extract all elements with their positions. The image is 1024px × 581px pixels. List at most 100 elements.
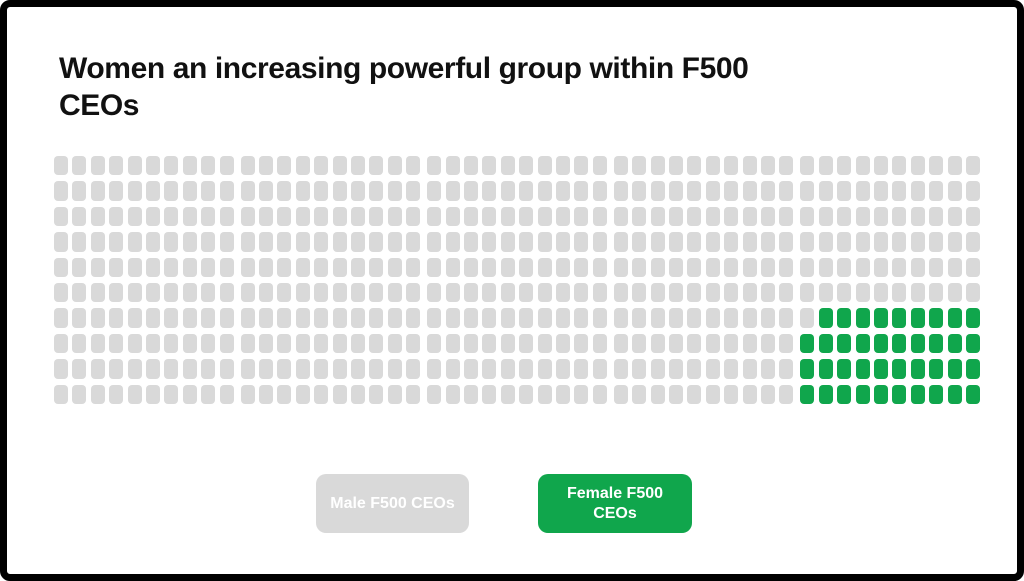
waffle-cell-male — [613, 206, 628, 227]
waffle-cell-male — [314, 257, 329, 277]
waffle-cell-male — [109, 206, 124, 227]
waffle-cell-male — [406, 333, 421, 354]
waffle-cell-group — [613, 181, 794, 201]
waffle-cell-male — [705, 181, 720, 201]
waffle-row — [54, 156, 980, 176]
waffle-cell-female — [837, 333, 852, 354]
waffle-cell-male — [742, 232, 757, 252]
waffle-cell-male — [592, 384, 607, 404]
waffle-cell-male — [145, 156, 160, 176]
waffle-cell-male — [650, 333, 665, 354]
waffle-row — [54, 359, 980, 379]
waffle-cell-group — [54, 308, 234, 328]
waffle-cell-male — [219, 308, 234, 328]
waffle-cell-male — [482, 156, 497, 176]
waffle-cell-group — [613, 333, 794, 354]
legend-male-button[interactable]: Male F500 CEOs — [316, 474, 469, 533]
waffle-cell-male — [277, 206, 292, 227]
waffle-cell-male — [760, 257, 775, 277]
waffle-cell-male — [574, 257, 589, 277]
waffle-cell-male — [537, 333, 552, 354]
waffle-cell-female — [947, 333, 962, 354]
waffle-cell-male — [464, 156, 478, 176]
waffle-cell-male — [687, 333, 702, 354]
waffle-cell-female — [874, 308, 888, 328]
waffle-cell-male — [109, 333, 124, 354]
waffle-cell-male — [350, 206, 365, 227]
waffle-cell-male — [760, 384, 775, 404]
waffle-cell-male — [519, 206, 534, 227]
waffle-cell-group — [240, 359, 421, 379]
waffle-cell-male — [145, 333, 160, 354]
waffle-cell-male — [350, 359, 365, 379]
legend-female-button[interactable]: Female F500 CEOs — [538, 474, 692, 533]
waffle-cell-male — [724, 257, 739, 277]
waffle-cell-male — [127, 232, 142, 252]
waffle-cell-male — [54, 257, 68, 277]
waffle-cell-male — [519, 282, 534, 303]
waffle-cell-male — [182, 308, 197, 328]
waffle-cell-male — [464, 384, 478, 404]
waffle-chart — [54, 156, 980, 404]
waffle-cell-female — [874, 333, 888, 354]
waffle-cell-male — [277, 156, 292, 176]
waffle-cell-male — [874, 282, 888, 303]
waffle-cell-male — [164, 232, 179, 252]
waffle-cell-male — [929, 257, 944, 277]
waffle-cell-male — [742, 181, 757, 201]
waffle-cell-male — [650, 257, 665, 277]
waffle-cell-male — [929, 156, 944, 176]
waffle-cell-group — [800, 282, 980, 303]
waffle-cell-male — [800, 232, 815, 252]
waffle-cell-male — [574, 232, 589, 252]
waffle-cell-group — [240, 384, 421, 404]
waffle-cell-male — [464, 308, 478, 328]
waffle-cell-male — [592, 156, 607, 176]
waffle-cell-male — [555, 359, 570, 379]
legend-female-label: Female F500 CEOs — [566, 484, 664, 522]
waffle-cell-male — [800, 308, 815, 328]
waffle-cell-male — [632, 257, 647, 277]
waffle-cell-male — [445, 206, 460, 227]
waffle-cell-male — [314, 359, 329, 379]
waffle-cell-male — [724, 232, 739, 252]
waffle-cell-male — [259, 384, 273, 404]
waffle-cell-male — [54, 359, 68, 379]
waffle-cell-male — [724, 206, 739, 227]
chart-title-line1: Women an increasing powerful group withi… — [59, 52, 749, 85]
waffle-cell-group — [427, 359, 607, 379]
waffle-cell-male — [555, 232, 570, 252]
waffle-cell-male — [464, 282, 478, 303]
waffle-cell-male — [929, 206, 944, 227]
waffle-cell-group — [613, 156, 794, 176]
waffle-cell-female — [874, 359, 888, 379]
waffle-cell-male — [892, 282, 907, 303]
waffle-cell-male — [369, 333, 384, 354]
waffle-cell-male — [332, 333, 347, 354]
waffle-cell-male — [742, 282, 757, 303]
waffle-cell-male — [705, 257, 720, 277]
waffle-cell-male — [350, 308, 365, 328]
waffle-cell-male — [613, 181, 628, 201]
waffle-cell-group — [240, 282, 421, 303]
waffle-cell-male — [892, 232, 907, 252]
waffle-cell-male — [277, 359, 292, 379]
waffle-cell-male — [500, 181, 515, 201]
waffle-cell-male — [910, 232, 925, 252]
waffle-cell-male — [482, 308, 497, 328]
waffle-cell-male — [500, 308, 515, 328]
waffle-cell-female — [947, 359, 962, 379]
waffle-cell-male — [259, 308, 273, 328]
waffle-cell-male — [314, 333, 329, 354]
waffle-cell-male — [650, 282, 665, 303]
waffle-cell-group — [800, 181, 980, 201]
waffle-cell-male — [201, 308, 216, 328]
waffle-cell-male — [240, 359, 255, 379]
waffle-cell-group — [800, 308, 980, 328]
waffle-cell-male — [182, 384, 197, 404]
waffle-cell-group — [240, 181, 421, 201]
waffle-cell-male — [201, 156, 216, 176]
waffle-cell-male — [350, 156, 365, 176]
waffle-cell-male — [240, 181, 255, 201]
waffle-cell-male — [314, 206, 329, 227]
